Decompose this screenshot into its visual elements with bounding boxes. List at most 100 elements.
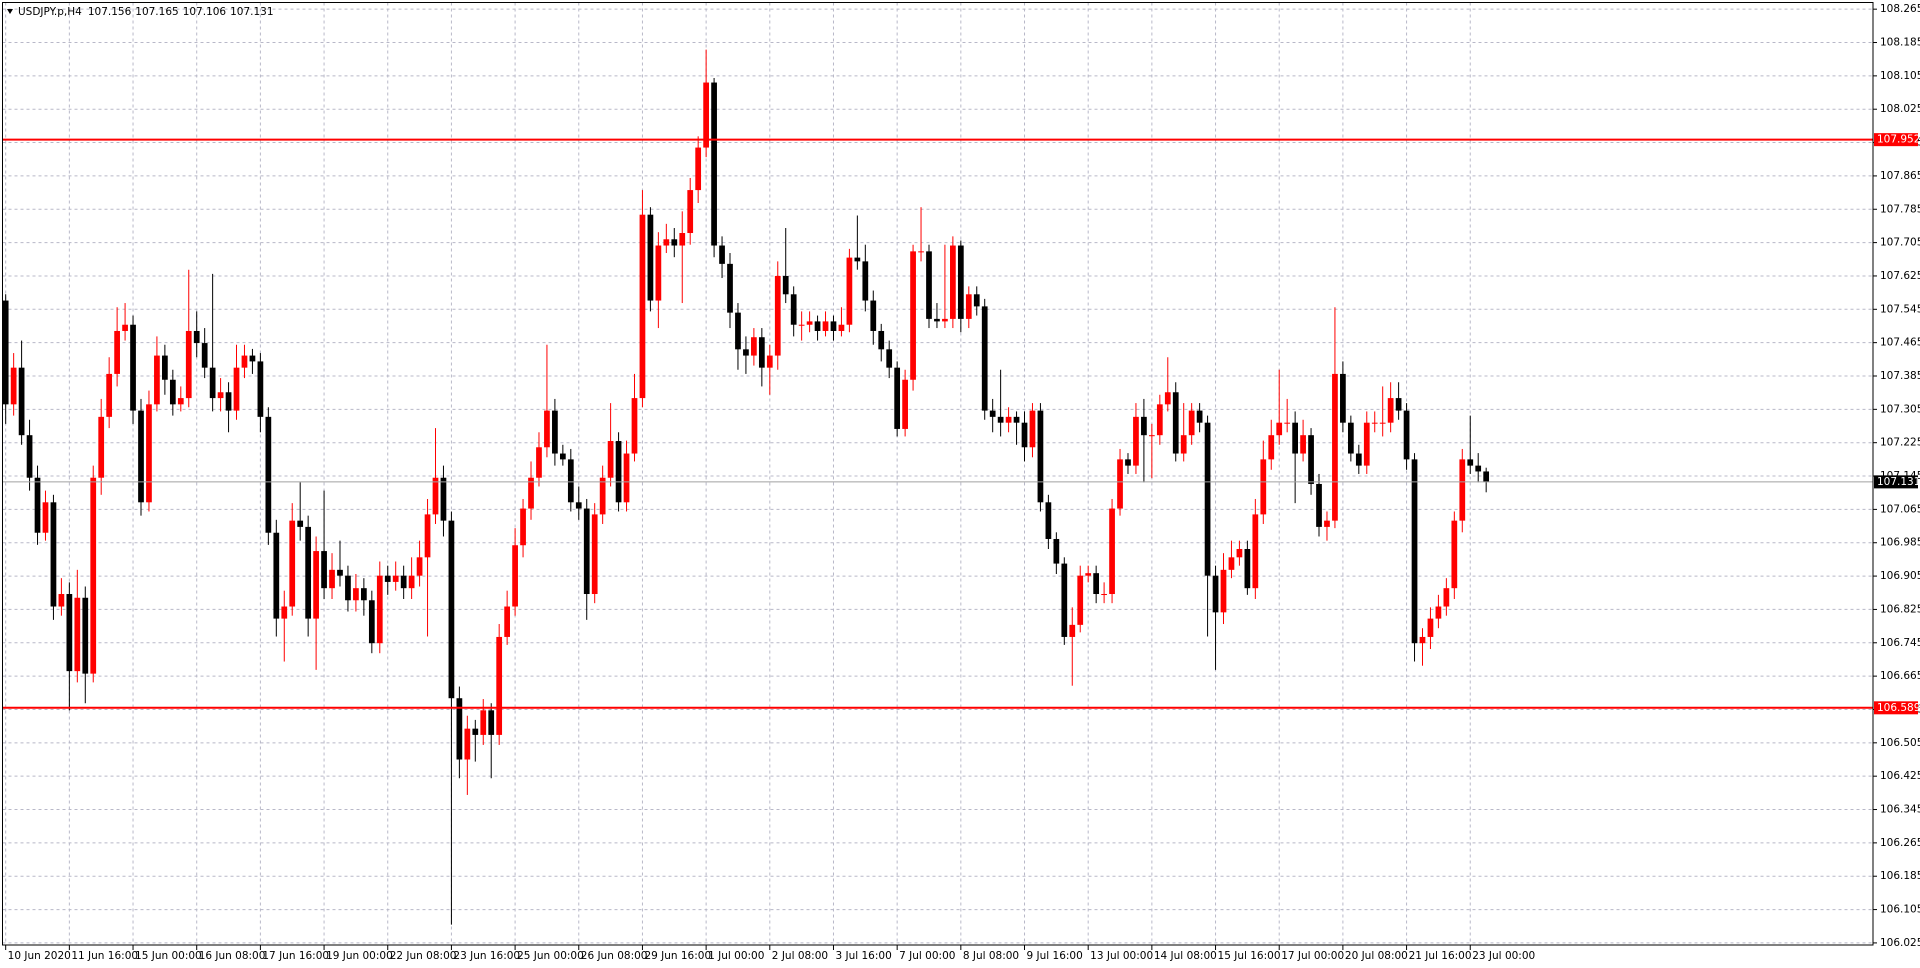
candle-body <box>177 398 184 405</box>
x-tick-label: 29 Jun 16:00 <box>644 950 711 962</box>
candle-body <box>289 520 296 607</box>
candle-body <box>1037 410 1044 503</box>
candle-body <box>1475 465 1482 472</box>
level-label-box <box>1874 701 1918 715</box>
candle-body <box>1164 392 1171 405</box>
candle-body <box>448 520 455 699</box>
y-tick-label: 106.425 <box>1880 770 1920 782</box>
candle-body <box>360 588 367 601</box>
candle-body <box>1021 422 1028 448</box>
symbol: USDJPY.p,H4 <box>18 6 82 18</box>
candle-body <box>1180 435 1187 454</box>
candle-body <box>1308 435 1314 484</box>
plot-frame <box>2 2 1874 946</box>
x-tick-label: 23 Jun 16:00 <box>453 950 520 962</box>
candle-body <box>1363 422 1370 466</box>
candle-body <box>464 728 471 760</box>
candle-body <box>926 251 932 319</box>
x-tick-label: 25 Jun 00:00 <box>517 950 584 962</box>
y-tick-label: 108.105 <box>1880 70 1920 82</box>
candle-body <box>1220 569 1227 613</box>
candle-body <box>711 82 717 246</box>
candle-body <box>66 594 73 672</box>
candle-body <box>743 349 749 356</box>
candle-body <box>774 275 781 356</box>
candle-body <box>886 349 893 368</box>
y-tick-label: 106.745 <box>1880 637 1920 649</box>
candle-body <box>424 514 431 558</box>
candle-body <box>34 477 41 533</box>
candle-body <box>1188 410 1195 436</box>
y-tick-label: 108.185 <box>1880 37 1920 49</box>
candle-body <box>384 575 391 582</box>
menu-arrow[interactable] <box>7 9 13 14</box>
candle-body <box>1077 575 1084 625</box>
y-tick-label: 107.465 <box>1880 337 1920 349</box>
candle-body <box>82 597 89 674</box>
level-label-box <box>1874 133 1918 147</box>
candle-body <box>1148 435 1155 437</box>
candle-body <box>942 318 948 322</box>
y-tick-label: 108.265 <box>1880 3 1920 15</box>
candle-body <box>58 594 65 607</box>
candle-body <box>329 569 335 589</box>
candle-body <box>607 441 614 478</box>
y-tick-label: 106.105 <box>1880 904 1920 916</box>
candle-body <box>1268 435 1275 460</box>
candle-body <box>1045 502 1052 539</box>
price-label-box <box>1874 475 1918 489</box>
candle-body <box>74 597 81 672</box>
candle-body <box>798 324 805 326</box>
candle-body <box>1093 573 1100 595</box>
candle-body <box>1013 416 1020 423</box>
x-tick-label: 23 Jul 00:00 <box>1472 950 1535 962</box>
y-tick-label: 106.025 <box>1880 937 1920 949</box>
candle-body <box>217 392 224 399</box>
candle-body <box>957 245 964 319</box>
chart-header: USDJPY.p,H4 107.156 107.165 107.106 107.131 <box>18 6 274 18</box>
candle-body <box>90 477 97 674</box>
candle-body <box>2 300 9 405</box>
x-tick-label: 16 Jun 08:00 <box>199 950 266 962</box>
x-tick-label: 10 Jun 2020 <box>8 950 71 962</box>
candle-body <box>488 710 495 735</box>
high: 107.165 <box>135 6 178 18</box>
candle-body <box>1451 520 1458 589</box>
candle-body <box>154 355 160 405</box>
candle-body <box>106 373 113 417</box>
x-tick-label: 8 Jul 08:00 <box>963 950 1019 962</box>
x-tick-label: 13 Jul 00:00 <box>1090 950 1153 962</box>
x-tick-label: 7 Jul 00:00 <box>899 950 955 962</box>
candle-body <box>1141 416 1147 436</box>
y-tick-label: 106.825 <box>1880 603 1920 615</box>
y-tick-label: 107.065 <box>1880 503 1920 515</box>
y-tick-label: 106.665 <box>1880 670 1920 682</box>
candle-body <box>1156 404 1163 436</box>
candle-body <box>512 545 518 607</box>
candle-body <box>169 379 176 405</box>
candle-body <box>233 367 240 411</box>
candle-body <box>1443 588 1450 607</box>
candle-body <box>98 416 105 478</box>
y-tick-label: 107.785 <box>1880 203 1920 215</box>
candle-body <box>663 239 670 246</box>
candle-body <box>599 477 606 515</box>
candle-body <box>353 588 359 601</box>
candle-body <box>846 257 853 325</box>
candle-body <box>520 508 526 546</box>
candle-body <box>114 330 120 374</box>
candle-body <box>910 251 916 380</box>
candle-body <box>122 324 128 331</box>
candle-body <box>368 600 375 644</box>
candle-body <box>703 82 709 148</box>
marks <box>2 49 1873 925</box>
candle-body <box>862 261 869 301</box>
candle-body <box>1029 410 1036 448</box>
candle-body <box>1427 618 1434 637</box>
candle-body <box>822 321 829 331</box>
candle-body <box>981 306 988 411</box>
x-tick-label: 15 Jul 16:00 <box>1218 950 1281 962</box>
candle-body <box>313 551 319 619</box>
candle-body <box>671 239 678 246</box>
